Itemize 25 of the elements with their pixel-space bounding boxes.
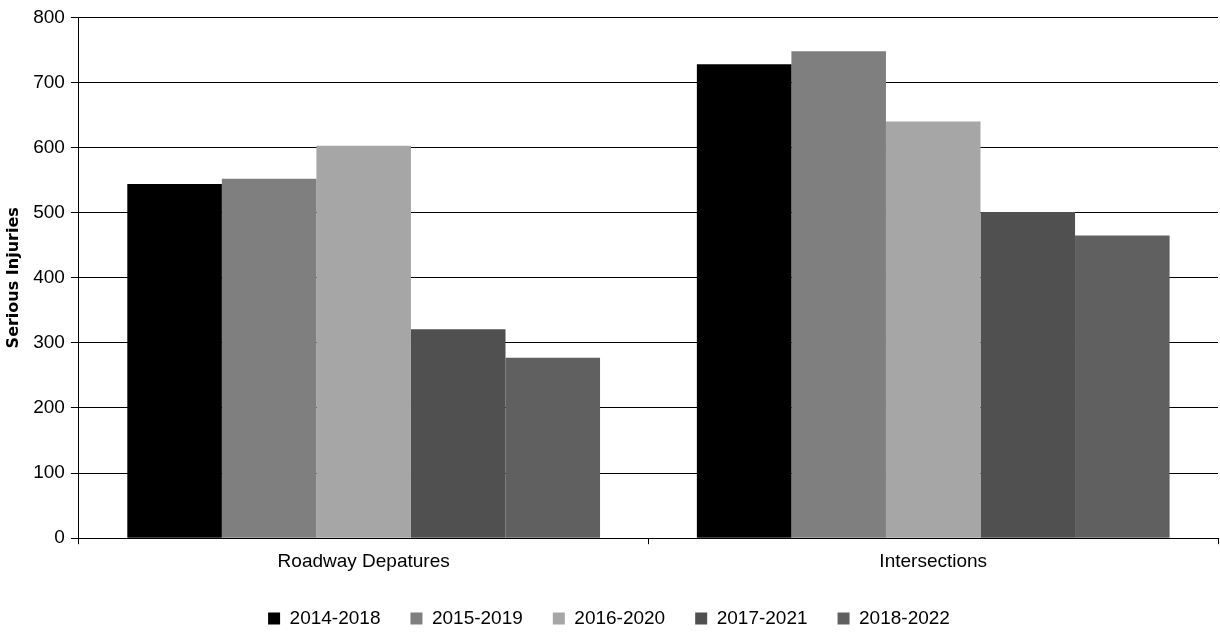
y-axis-title: Serious Injuries — [2, 207, 22, 349]
y-tick-label: 500 — [33, 200, 65, 222]
bar — [1075, 235, 1170, 538]
bar — [410, 329, 506, 538]
bar — [221, 178, 317, 538]
x-tick-label: Roadway Depatures — [277, 549, 450, 571]
bar — [885, 121, 981, 538]
legend-label: 2018-2022 — [859, 606, 950, 628]
legend-label: 2014-2018 — [289, 606, 381, 628]
y-tick-label: 400 — [33, 266, 65, 288]
y-tick-label: 300 — [33, 331, 65, 353]
bar — [791, 51, 886, 538]
y-tick-label: 600 — [33, 135, 65, 157]
legend-label: 2015-2019 — [431, 606, 523, 628]
legend-label: 2017-2021 — [716, 606, 808, 628]
y-tick-label: 700 — [33, 70, 65, 92]
y-tick-label: 200 — [33, 396, 65, 418]
bar — [980, 212, 1076, 538]
x-tick-label: Intersections — [879, 549, 988, 571]
bar — [505, 357, 601, 538]
y-tick-label: 100 — [33, 461, 65, 483]
y-tick-label: 0 — [54, 526, 65, 548]
legend-label: 2016-2020 — [574, 606, 666, 628]
y-tick-label: 800 — [33, 5, 65, 27]
bar — [316, 145, 411, 538]
